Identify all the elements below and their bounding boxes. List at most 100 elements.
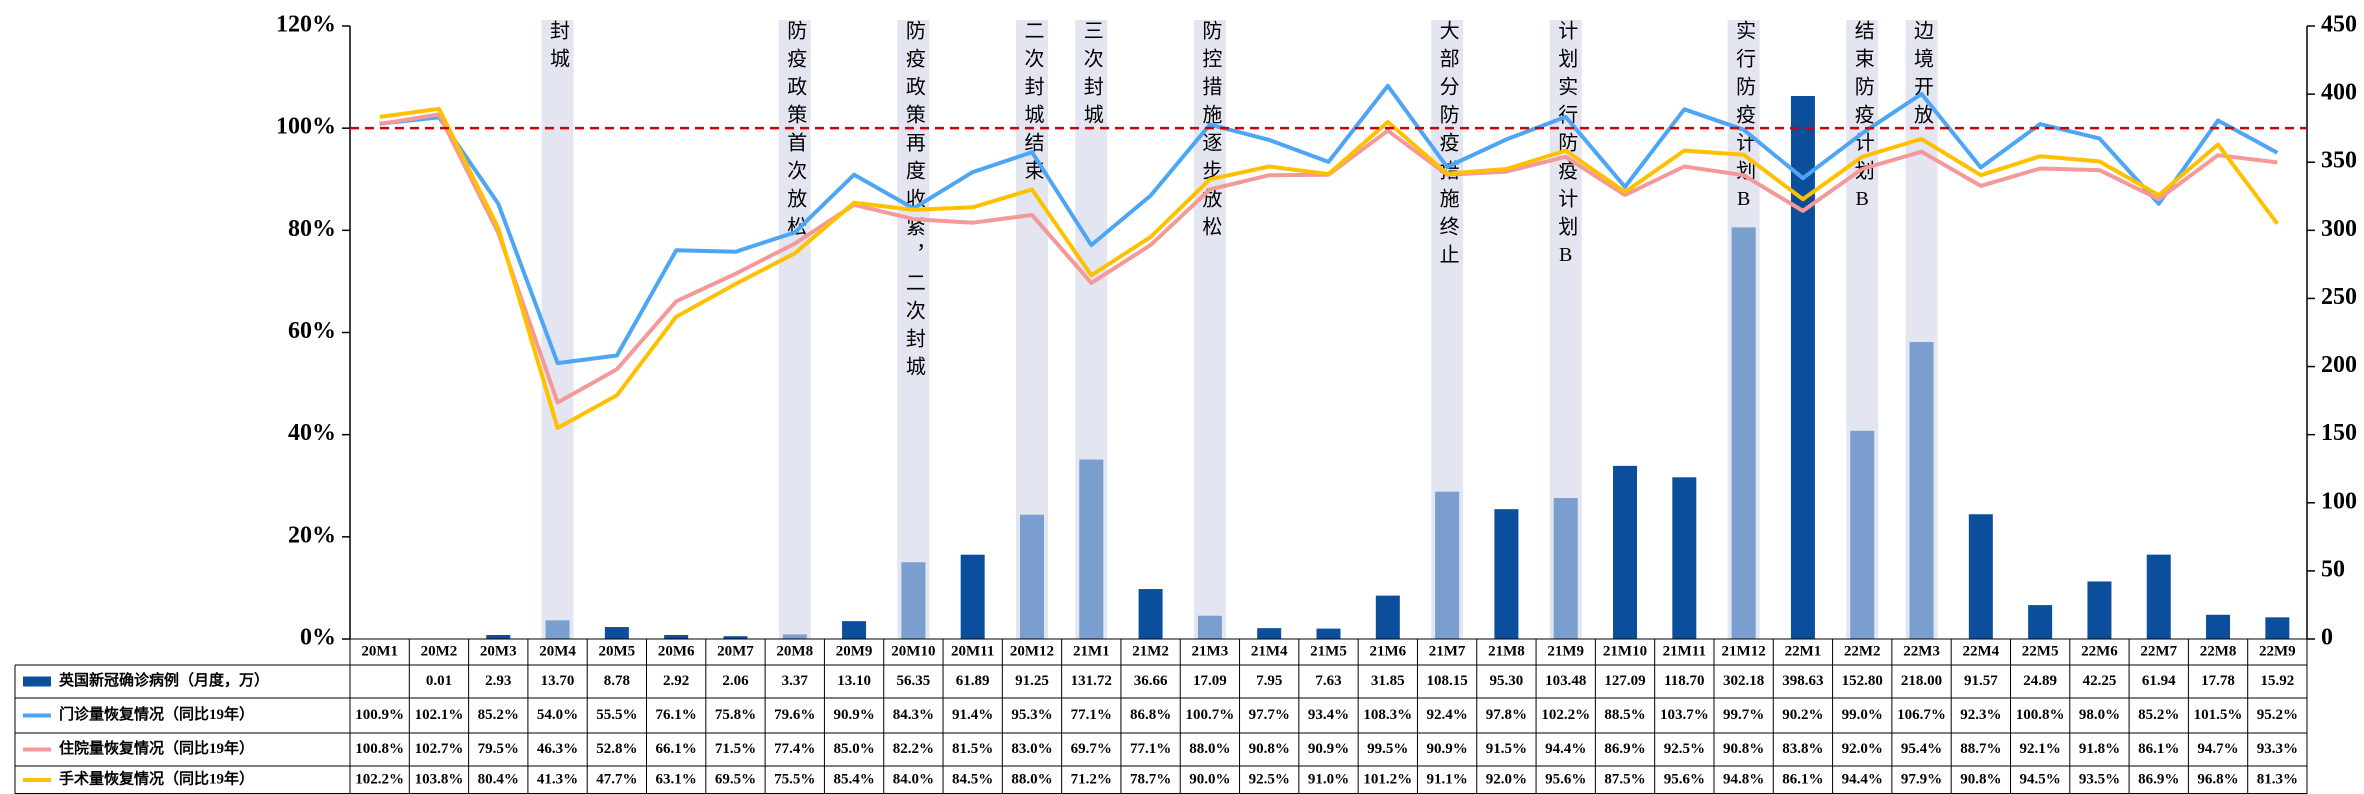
table-value: 79.5% [478,741,519,757]
table-value: 95.6% [1664,771,1705,787]
table-value: 92.3% [1960,707,2001,723]
bar [664,635,689,639]
bar [604,627,629,639]
x-tick-label: 21M6 [1369,643,1406,659]
table-value: 92.5% [1664,741,1705,757]
data-table: 20M1 20M2 20M3 20M4 20M5 20M6 20M7 20M8 20M9 20M1… [14,638,2308,794]
annotations: 封城 防疫政策首次放松 防疫政策再度收紧，二次封城 二次封城结束 三次封城 防控措施逐步放… [547,20,1934,384]
table-value: 102.1% [415,707,464,723]
table-value: 131.72 [1071,673,1112,689]
x-tick-label: 22M5 [2022,643,2059,659]
bar [2265,617,2290,639]
y2-tick-label: 250 [2321,284,2357,310]
bar [1613,465,1638,639]
table-value: 71.2% [1071,771,1112,787]
x-tick-label: 20M10 [891,643,935,659]
table-value: 100.8% [2016,707,2065,723]
line [379,83,2279,366]
table-value: 84.0% [893,771,934,787]
bar [1197,615,1222,639]
x-tick-label: 21M3 [1192,643,1229,659]
table-value: 86.1% [1782,771,1823,787]
x-tick-label: 21M4 [1251,643,1288,659]
table-value: 85.2% [2138,707,2179,723]
legend-swatch [23,676,51,687]
table-value: 91.0% [1308,771,1349,787]
table-value: 88.5% [1604,707,1645,723]
table-value: 103.7% [1660,707,1709,723]
y2-tick-label: 200 [2321,352,2357,378]
table-value: 85.4% [833,771,874,787]
table-value: 83.0% [1011,741,1052,757]
x-tick-label: 22M8 [2200,643,2237,659]
bar [782,634,807,639]
table-value: 94.4% [1545,741,1586,757]
table-value: 87.5% [1604,771,1645,787]
table-value: 24.89 [2023,673,2057,689]
table-value: 93.4% [1308,707,1349,723]
y-tick-label: 20% [288,522,336,548]
x-tick-label: 22M1 [1785,643,1822,659]
x-tick-label: 20M1 [361,643,398,659]
bar [1968,514,1993,639]
y2-tick-label: 0 [2321,625,2333,651]
table-value: 75.5% [774,771,815,787]
x-tick-label: 22M4 [1962,643,1999,659]
table-value: 106.7% [1897,707,1946,723]
x-tick-label: 21M8 [1488,643,1525,659]
table-value: 92.0% [1842,741,1883,757]
table-value: 13.70 [541,673,575,689]
table-value: 99.0% [1842,707,1883,723]
x-tick-label: 21M11 [1663,643,1706,659]
table-value: 91.1% [1426,771,1467,787]
table-value: 94.5% [2020,771,2061,787]
table-value: 95.2% [2257,707,2298,723]
table-value: 61.89 [956,673,990,689]
bar [1850,430,1875,639]
y2-tick-label: 50 [2321,556,2345,582]
table-value: 52.8% [596,741,637,757]
annotation-text: 三次封城 [1080,20,1103,132]
bar [2028,605,2053,639]
y2-tick-label: 350 [2321,148,2357,174]
annotation-text: 实行防疫计划B [1733,20,1756,218]
legend-label: 英国新冠确诊病例（月度，万） [59,671,269,689]
table-value: 94.7% [2197,741,2238,757]
y-tick-label: 60% [288,318,336,344]
table-value: 101.2% [1363,771,1412,787]
y2-tick-label: 400 [2321,80,2357,106]
x-tick-label: 22M9 [2259,643,2296,659]
bar [1019,514,1044,639]
table-value: 95.4% [1901,741,1942,757]
x-tick-label: 20M6 [658,643,695,659]
table-value: 101.5% [2194,707,2243,723]
table-value: 93.5% [2079,771,2120,787]
table-value: 91.5% [1486,741,1527,757]
table-value: 0.01 [426,673,452,689]
table-value: 8.78 [604,673,630,689]
table-value: 86.9% [2138,771,2179,787]
table-value: 55.5% [596,707,637,723]
table-value: 85.0% [833,741,874,757]
table-value: 90.8% [1723,741,1764,757]
table-value: 108.3% [1363,707,1412,723]
table-value: 88.0% [1189,741,1230,757]
bar [1079,459,1104,639]
bar [1257,628,1282,639]
bar [1435,491,1460,639]
table-value: 17.09 [1193,673,1227,689]
table-value: 102.7% [415,741,464,757]
bar [486,635,511,639]
table-value: 75.8% [715,707,756,723]
table-value: 91.57 [1964,673,1998,689]
bar [2087,581,2112,639]
table-value: 90.8% [1960,771,2001,787]
table-value: 36.66 [1134,673,1168,689]
table-value: 108.15 [1426,673,1467,689]
table-value: 92.1% [2020,741,2061,757]
x-tick-label: 22M2 [1844,643,1881,659]
table-value: 97.7% [1249,707,1290,723]
table-value: 81.3% [2257,771,2298,787]
y2-tick-label: 150 [2321,420,2357,446]
lines [379,83,2279,430]
